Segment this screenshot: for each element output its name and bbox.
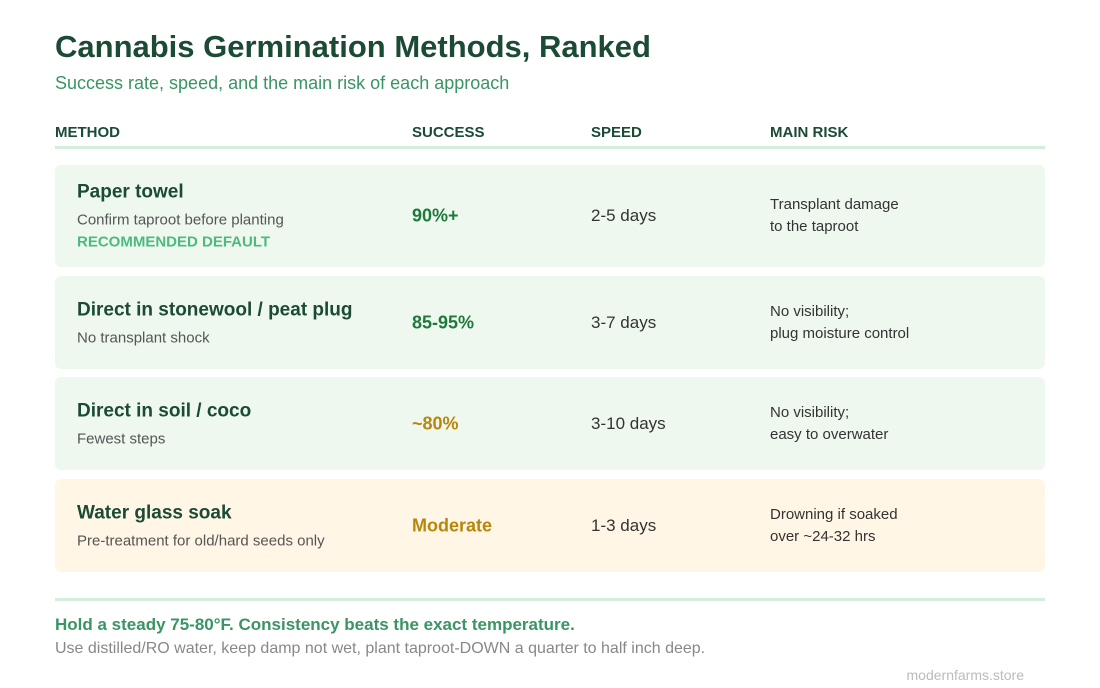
method-cell: Direct in stonewool / peat plug No transp… bbox=[77, 299, 353, 346]
risk-line: over ~24-32 hrs bbox=[770, 527, 876, 545]
method-note: Fewest steps bbox=[77, 430, 166, 447]
speed: 3-10 days bbox=[591, 413, 666, 433]
risk-line: No visibility; bbox=[770, 302, 850, 320]
success-rate: 85-95% bbox=[412, 312, 475, 332]
table-row: Paper towel Confirm taproot before planti… bbox=[55, 165, 1045, 267]
main-risk: Transplant damage to the taproot bbox=[770, 194, 899, 238]
risk-line: No visibility; bbox=[770, 403, 850, 421]
method-name: Direct in soil / coco bbox=[77, 400, 252, 421]
risk-line: Drowning if soaked bbox=[770, 505, 898, 523]
method-cell: Direct in soil / coco Fewest steps bbox=[77, 400, 251, 447]
success-rate: 90%+ bbox=[412, 205, 459, 226]
main-risk: No visibility; easy to overwater bbox=[770, 402, 888, 446]
title: Cannabis Germination Methods, Ranked bbox=[55, 29, 651, 64]
method-tag: RECOMMENDED DEFAULT bbox=[77, 233, 271, 251]
table-row: Water glass soak Pre-treatment for old/ha… bbox=[55, 479, 1045, 572]
column-header: SUCCESS bbox=[412, 124, 485, 141]
main-risk: No visibility; plug moisture control bbox=[770, 301, 909, 345]
method-name: Direct in stonewool / peat plug bbox=[77, 299, 353, 320]
column-header: MAIN RISK bbox=[770, 124, 849, 141]
risk-line: plug moisture control bbox=[770, 324, 910, 342]
footer-highlight: Hold a steady 75-80°F. Consistency beats… bbox=[55, 615, 575, 634]
table-row: Direct in stonewool / peat plug No transp… bbox=[55, 276, 1045, 369]
column-header: METHOD bbox=[55, 124, 120, 141]
success-rate: Moderate bbox=[412, 515, 493, 535]
table-header: METHOD SUCCESS SPEED MAIN RISK bbox=[55, 124, 1045, 149]
risk-line: easy to overwater bbox=[770, 425, 889, 443]
method-cell: Paper towel Confirm taproot before planti… bbox=[77, 182, 284, 251]
table-row: Direct in soil / coco Fewest steps ~80% 3-1… bbox=[55, 377, 1045, 470]
source: modernfarms.store bbox=[906, 667, 1024, 683]
speed: 1-3 days bbox=[591, 515, 657, 535]
main-risk: Drowning if soaked over ~24-32 hrs bbox=[770, 504, 898, 548]
method-note: Confirm taproot before planting bbox=[77, 211, 284, 229]
method-name: Paper towel bbox=[77, 181, 184, 203]
method-cell: Water glass soak Pre-treatment for old/ha… bbox=[77, 502, 325, 549]
method-name: Water glass soak bbox=[77, 502, 232, 523]
method-note: No transplant shock bbox=[77, 329, 210, 346]
divider bbox=[55, 598, 1045, 601]
footer-text: Use distilled/RO water, keep damp not we… bbox=[55, 640, 706, 657]
subtitle: Success rate, speed, and the main risk o… bbox=[55, 73, 510, 93]
column-header: SPEED bbox=[591, 124, 642, 141]
success-rate: ~80% bbox=[412, 413, 459, 433]
risk-line: to the taproot bbox=[770, 218, 859, 235]
risk-line: Transplant damage bbox=[770, 196, 899, 213]
speed: 2-5 days bbox=[591, 206, 657, 225]
method-note: Pre-treatment for old/hard seeds only bbox=[77, 532, 325, 549]
speed: 3-7 days bbox=[591, 312, 657, 332]
